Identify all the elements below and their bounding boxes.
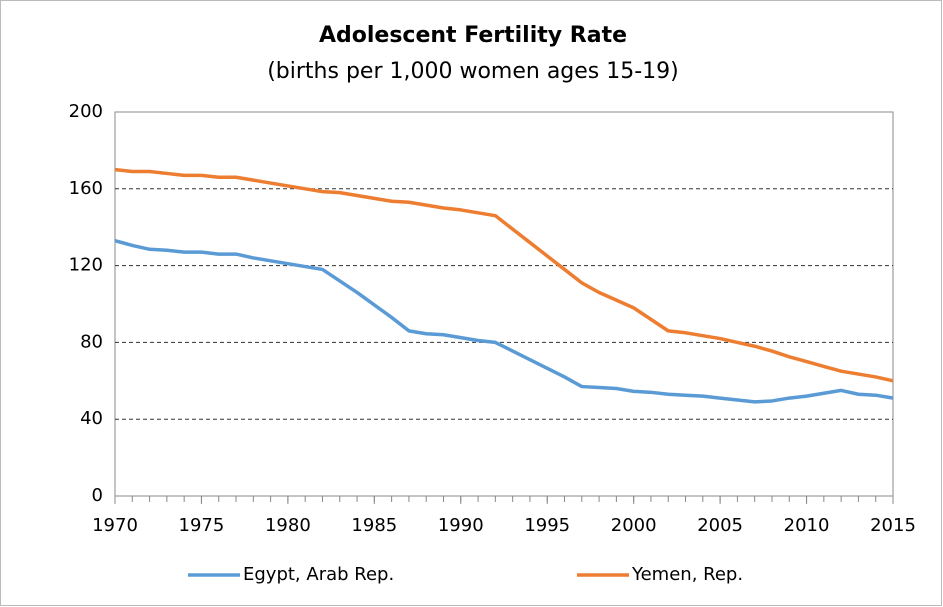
y-tick-label: 120 xyxy=(69,255,103,276)
x-tick-label: 2015 xyxy=(870,515,916,536)
legend-label: Egypt, Arab Rep. xyxy=(243,564,394,585)
x-tick-label: 1985 xyxy=(351,515,397,536)
y-tick-label: 80 xyxy=(80,331,103,352)
data-line xyxy=(114,238,894,404)
x-tick-label: 2010 xyxy=(784,515,830,536)
y-tick-label: 160 xyxy=(69,178,103,199)
y-tick-label: 0 xyxy=(92,485,103,506)
data-line xyxy=(114,167,894,383)
x-tick-label: 2000 xyxy=(611,515,657,536)
y-tick-label: 40 xyxy=(80,408,103,429)
x-tick-label: 1970 xyxy=(92,515,138,536)
x-tick-label: 1995 xyxy=(524,515,570,536)
plot-area xyxy=(114,111,894,497)
chart-title: Adolescent Fertility Rate xyxy=(319,23,627,48)
x-tick-label: 1980 xyxy=(265,515,311,536)
y-tick-label: 200 xyxy=(69,101,103,122)
legend-label: Yemen, Rep. xyxy=(631,564,743,585)
x-tick-label: 1990 xyxy=(438,515,484,536)
x-tick-label: 1975 xyxy=(179,515,225,536)
x-tick-label: 2005 xyxy=(697,515,743,536)
chart-subtitle: (births per 1,000 women ages 15-19) xyxy=(267,59,679,84)
